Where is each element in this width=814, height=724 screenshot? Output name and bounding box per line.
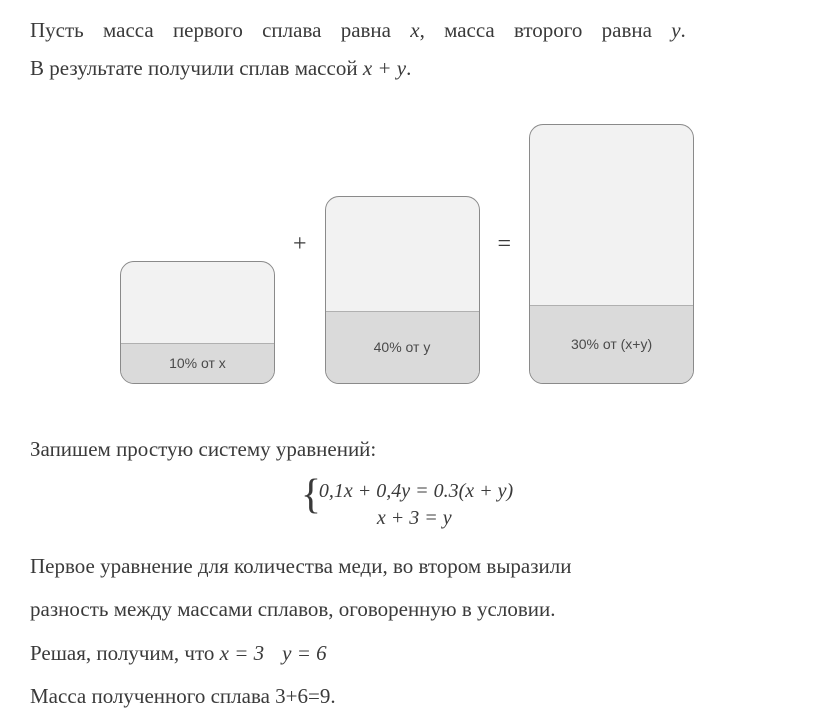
t: масса (103, 18, 154, 42)
alloy-box-1: 10% от x (120, 261, 275, 384)
expr-xpy: x + y (363, 56, 406, 80)
alloy-diagram: 10% от x + 40% от y = 30% от (x+y) (30, 124, 784, 384)
alloy-label-2: 40% от y (374, 337, 431, 358)
intro-line-1: Пусть масса первого сплава равна x, масс… (30, 15, 784, 47)
brace-icon: { (301, 474, 321, 516)
t: . (681, 18, 686, 42)
t: . (406, 56, 411, 80)
t: Решая, получим, что (30, 641, 220, 665)
t: равна (602, 18, 652, 42)
alloy-label-1: 10% от x (169, 353, 226, 374)
explain-2: разность между массами сплавов, оговорен… (30, 594, 784, 626)
alloy-label-3: 30% от (x+y) (571, 334, 652, 355)
var-x: x (410, 18, 419, 42)
solution-line: Решая, получим, что x = 3 y = 6 (30, 638, 784, 670)
t: второго (514, 18, 582, 42)
t: , (420, 18, 425, 42)
sol-y: y = 6 (282, 638, 327, 670)
alloy-fill-2: 40% от y (326, 311, 479, 383)
t: Пусть (30, 18, 84, 42)
explain-1: Первое уравнение для количества меди, во… (30, 551, 784, 583)
alloy-box-2: 40% от y (325, 196, 480, 384)
equation-1: 0,1x + 0,4y = 0.3(x + y) (319, 478, 513, 505)
t: В результате получили сплав массой (30, 56, 363, 80)
t: сплава (262, 18, 321, 42)
t: масса (444, 18, 495, 42)
alloy-fill-3: 30% от (x+y) (530, 305, 693, 383)
equation-2: x + 3 = y (319, 505, 513, 532)
equals-op: = (498, 160, 512, 348)
intro-line-2: В результате получили сплав массой x + y… (30, 53, 784, 85)
system-heading: Запишем простую систему уравнений: (30, 434, 784, 466)
equation-system: { 0,1x + 0,4y = 0.3(x + y) x + 3 = y (30, 478, 784, 533)
var-y: y (671, 18, 680, 42)
t: равна (341, 18, 391, 42)
sol-x: x = 3 (220, 641, 265, 665)
final-answer: Масса полученного сплава 3+6=9. (30, 681, 784, 713)
alloy-fill-1: 10% от x (121, 343, 274, 383)
alloy-box-3: 30% от (x+y) (529, 124, 694, 384)
plus-op: + (293, 160, 307, 348)
t: первого (173, 18, 243, 42)
